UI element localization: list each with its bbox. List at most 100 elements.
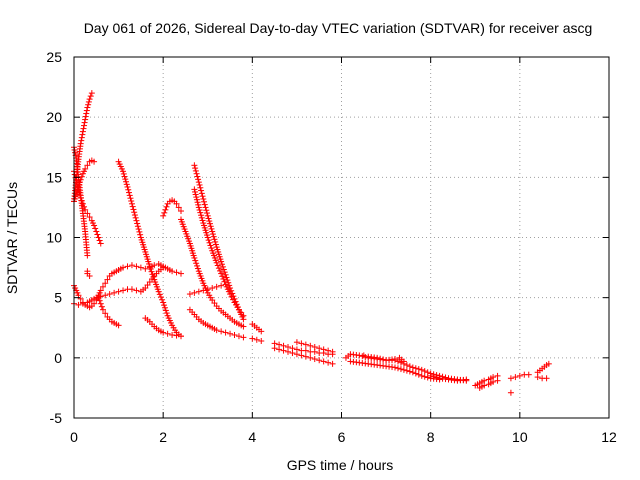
data-point <box>406 363 413 370</box>
data-point <box>218 270 225 277</box>
data-point <box>307 354 314 361</box>
data-point <box>192 165 199 172</box>
data-point <box>194 199 201 206</box>
data-point <box>421 373 428 380</box>
data-point <box>202 204 209 211</box>
data-point <box>218 328 225 335</box>
data-point <box>163 203 170 210</box>
data-point <box>128 200 135 207</box>
data-point <box>192 257 199 264</box>
data-point <box>161 209 168 216</box>
data-point <box>200 287 207 294</box>
x-axis-label: GPS time / hours <box>287 457 394 473</box>
data-point <box>463 376 470 383</box>
x-tick-label: 4 <box>248 429 256 445</box>
data-point <box>71 146 78 153</box>
data-point <box>125 189 132 196</box>
data-point <box>192 167 199 174</box>
data-point <box>392 356 398 363</box>
data-point <box>240 334 247 341</box>
data-point <box>227 330 234 337</box>
data-point <box>418 372 425 379</box>
axis-ticks <box>73 56 610 419</box>
data-point <box>84 104 91 111</box>
data-point <box>131 209 138 216</box>
data-point <box>302 347 309 354</box>
data-point <box>298 340 305 347</box>
data-point <box>149 271 156 278</box>
data-point <box>97 240 104 247</box>
data-point <box>102 292 109 299</box>
data-point <box>409 369 416 376</box>
x-tick-label: 8 <box>427 429 435 445</box>
data-point <box>207 242 214 249</box>
data-point <box>412 365 419 372</box>
data-point <box>293 351 300 358</box>
data-point <box>148 268 155 275</box>
data-point <box>95 294 102 301</box>
y-tick-label: 15 <box>46 169 62 185</box>
data-point <box>162 206 169 213</box>
data-point <box>214 262 221 269</box>
data-point <box>412 370 419 377</box>
data-point <box>543 375 550 382</box>
data-point <box>494 377 501 384</box>
data-point <box>209 231 216 238</box>
data-point <box>160 299 167 306</box>
data-point <box>122 176 129 183</box>
data-point <box>79 128 86 135</box>
data-point <box>209 285 216 292</box>
data-point <box>392 364 398 371</box>
data-point <box>142 285 149 292</box>
data-point <box>195 201 202 208</box>
data-point <box>421 368 428 375</box>
data-point <box>160 329 167 336</box>
data-point <box>213 259 220 266</box>
data-point <box>128 197 135 204</box>
data-point <box>205 215 212 222</box>
data-point <box>253 336 260 343</box>
data-point <box>93 228 100 235</box>
data-point <box>311 356 318 363</box>
data-point <box>418 366 425 373</box>
data-point <box>137 231 144 238</box>
data-point <box>400 366 407 373</box>
data-point <box>235 306 242 313</box>
data-point <box>111 289 118 296</box>
data-point <box>228 293 235 300</box>
data-point <box>80 125 87 132</box>
data-point <box>106 291 113 298</box>
data-point <box>380 356 387 363</box>
data-point <box>162 307 169 314</box>
data-point <box>79 131 86 138</box>
data-point <box>129 203 136 210</box>
data-point <box>200 195 207 202</box>
data-point <box>193 194 200 201</box>
data-point <box>91 222 98 229</box>
data-point <box>525 371 532 378</box>
data-point <box>512 374 519 381</box>
data-point <box>276 346 283 353</box>
data-point <box>133 217 140 224</box>
data-point <box>406 368 413 375</box>
data-point <box>198 214 205 221</box>
data-point <box>325 347 332 354</box>
data-point <box>134 220 141 227</box>
data-point <box>195 176 202 183</box>
data-point <box>238 309 245 316</box>
data-point <box>194 173 201 180</box>
data-point <box>81 119 88 126</box>
data-point <box>144 282 151 289</box>
data-point <box>198 190 205 197</box>
data-point <box>415 366 422 373</box>
data-point <box>169 268 176 275</box>
data-point <box>397 366 404 373</box>
data-point <box>240 323 247 330</box>
data-point <box>198 187 205 194</box>
data-point <box>124 263 131 270</box>
data-point <box>160 264 167 271</box>
data-point <box>204 212 211 219</box>
data-point <box>104 276 111 283</box>
y-tick-label: 20 <box>46 109 62 125</box>
data-point <box>206 220 213 227</box>
